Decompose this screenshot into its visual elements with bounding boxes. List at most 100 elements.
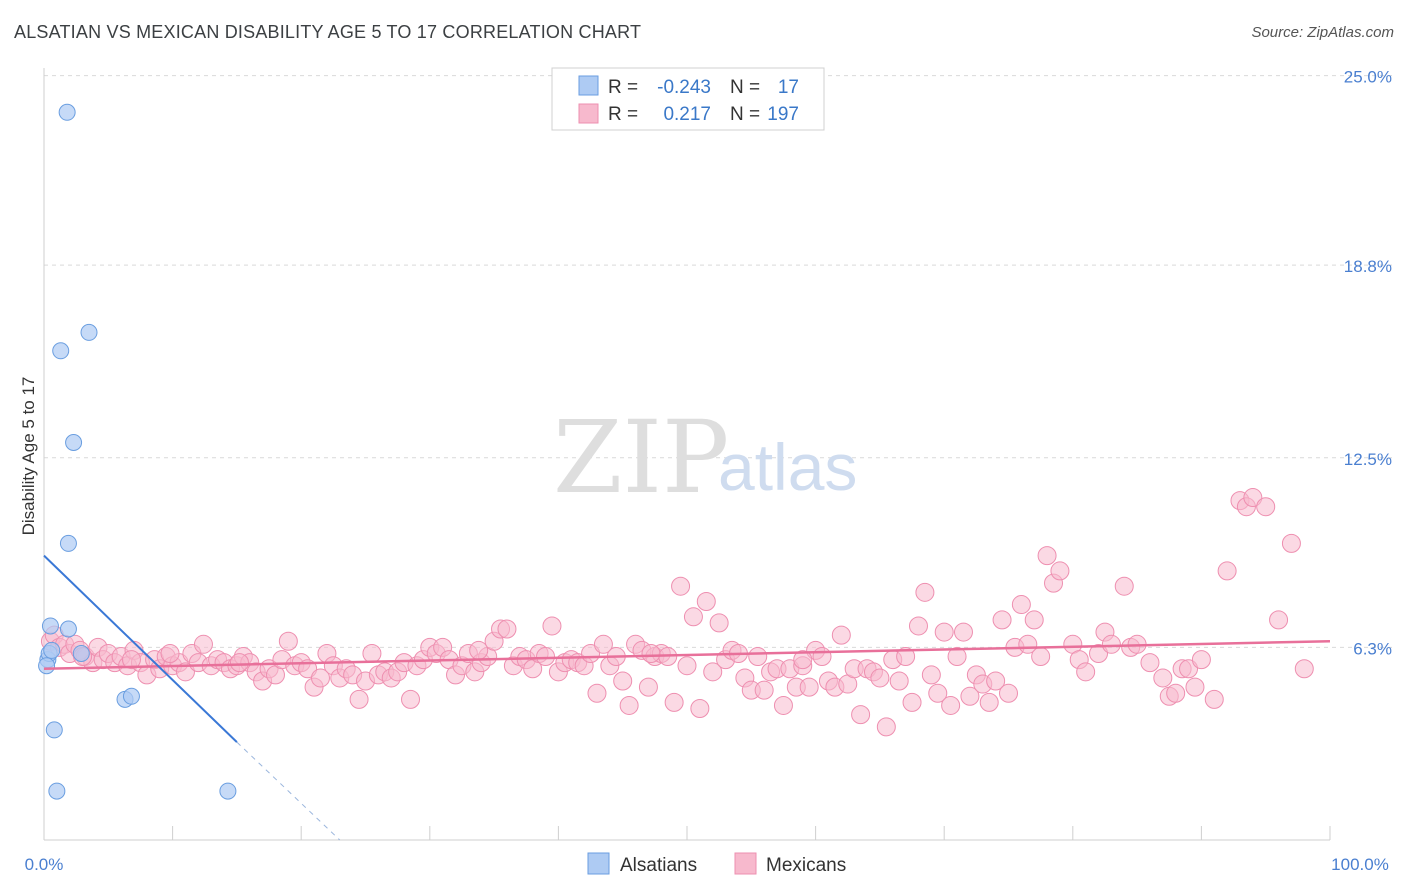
mexicans-point-172 (1166, 683, 1186, 703)
mexicans-point-95 (638, 677, 658, 697)
watermark-atlas: atlas (718, 430, 857, 504)
mexicans-point-92 (619, 695, 639, 715)
mexicans-point-100 (671, 576, 691, 596)
mexicans-point-192 (793, 650, 813, 670)
mexicans-point-58 (401, 689, 421, 709)
mexicans-point-184 (1281, 533, 1301, 553)
alsatians-point-8 (59, 620, 77, 638)
x-ticks (43, 826, 1331, 840)
alsatians-point-14 (122, 687, 140, 705)
legend-r-label-mexicans: R = (608, 104, 638, 125)
mexicans-point-136 (902, 692, 922, 712)
mexicans-point-159 (1050, 561, 1070, 581)
mexicans-point-44 (310, 668, 330, 688)
alsatians-point-3 (43, 641, 61, 659)
legend-n-value-alsatians: 17 (778, 77, 799, 98)
mexicans-points (40, 488, 1314, 737)
mexicans-point-88 (593, 634, 613, 654)
mexicans-point-140 (928, 683, 948, 703)
legend-swatch-mexicans (578, 103, 599, 124)
mexicans-point-145 (960, 686, 980, 706)
mexicans-point-178 (1217, 561, 1237, 581)
mexicans-point-87 (587, 683, 607, 703)
alsatians-point-9 (59, 534, 77, 552)
legend-r-label-alsatians: R = (608, 77, 638, 98)
alsatians-point-7 (58, 103, 76, 121)
mexicans-point-170 (1153, 668, 1173, 688)
alsatians-point-4 (45, 721, 63, 739)
mexicans-point-156 (1031, 647, 1051, 667)
alsatians-trend-extension (236, 741, 341, 841)
mexicans-point-116 (773, 695, 793, 715)
y-tick-label-1: 12.5% (1344, 450, 1392, 469)
mexicans-point-176 (1191, 650, 1211, 670)
mexicans-point-149 (986, 671, 1006, 691)
y-tick-label-0: 6.3% (1353, 639, 1392, 658)
mexicans-point-191 (641, 643, 661, 663)
mexicans-point-143 (947, 647, 967, 667)
alsatians-point-15 (219, 782, 237, 800)
mexicans-point-139 (921, 665, 941, 685)
mexicans-point-23 (175, 662, 195, 682)
mexicans-point-80 (542, 616, 562, 636)
mexicans-point-187 (121, 650, 141, 670)
mexicans-point-188 (160, 643, 180, 663)
alsatians-point-2 (41, 617, 59, 635)
mexicans-point-183 (1269, 610, 1289, 630)
mexicans-point-148 (979, 692, 999, 712)
watermark-zip: ZIP (553, 399, 729, 516)
mexicans-point-137 (908, 616, 928, 636)
mexicans-point-73 (497, 619, 517, 639)
alsatians-point-10 (65, 434, 83, 451)
series-legend: Alsatians Mexicans (587, 852, 846, 876)
mexicans-point-102 (683, 607, 703, 627)
trend-lines (43, 554, 1331, 841)
legend-n-value-mexicans: 197 (767, 104, 799, 125)
mexicans-point-52 (362, 643, 382, 663)
y-tick-label-3: 25.0% (1344, 68, 1392, 87)
mexicans-point-142 (941, 695, 961, 715)
gridlines (44, 75, 1392, 648)
stats-legend: R = -0.243 N = 17 R = 0.217 N = 197 (551, 67, 825, 131)
legend-r-value-mexicans: 0.217 (663, 104, 711, 125)
mexicans-point-106 (709, 613, 729, 633)
mexicans-point-99 (664, 692, 684, 712)
series-legend-label-mexicans: Mexicans (766, 855, 846, 876)
series-legend-swatch-mexicans (734, 852, 757, 875)
mexicans-point-101 (677, 656, 697, 676)
alsatians-point-6 (52, 342, 70, 360)
y-axis-label: Disability Age 5 to 17 (19, 377, 38, 536)
alsatians-point-16 (38, 657, 56, 675)
mexicans-trend-line (43, 640, 1331, 671)
mexicans-point-122 (812, 647, 832, 667)
legend-r-value-alsatians: -0.243 (657, 77, 711, 98)
mexicans-point-141 (934, 622, 954, 642)
alsatians-point-11 (72, 644, 90, 662)
mexicans-point-185 (1294, 659, 1314, 679)
mexicans-point-155 (1024, 610, 1044, 630)
mexicans-point-157 (1037, 546, 1057, 566)
watermark: ZIP atlas (553, 399, 857, 516)
mexicans-point-175 (1185, 677, 1205, 697)
mexicans-point-181 (1243, 488, 1263, 508)
alsatians-point-5 (48, 782, 66, 800)
series-legend-label-alsatians: Alsatians (620, 855, 697, 876)
mexicans-point-104 (696, 592, 716, 611)
legend-n-label-mexicans: N = (730, 104, 760, 125)
mexicans-point-150 (992, 610, 1012, 630)
mexicans-point-189 (229, 653, 249, 673)
mexicans-point-105 (703, 662, 723, 682)
mexicans-point-135 (896, 647, 916, 667)
x-tick-label-min: 0.0% (25, 855, 64, 874)
mexicans-point-153 (1011, 595, 1031, 615)
mexicans-point-165 (1101, 634, 1121, 654)
mexicans-point-169 (1140, 653, 1160, 673)
chart-title: ALSATIAN VS MEXICAN DISABILITY AGE 5 TO … (14, 22, 642, 42)
mexicans-point-120 (799, 677, 819, 697)
mexicans-point-134 (889, 671, 909, 691)
alsatians-points (38, 103, 237, 800)
mexicans-point-138 (915, 582, 935, 602)
y-tick-labels: 6.3% 12.5% 18.8% 25.0% (1344, 68, 1392, 659)
mexicans-point-79 (536, 647, 556, 667)
